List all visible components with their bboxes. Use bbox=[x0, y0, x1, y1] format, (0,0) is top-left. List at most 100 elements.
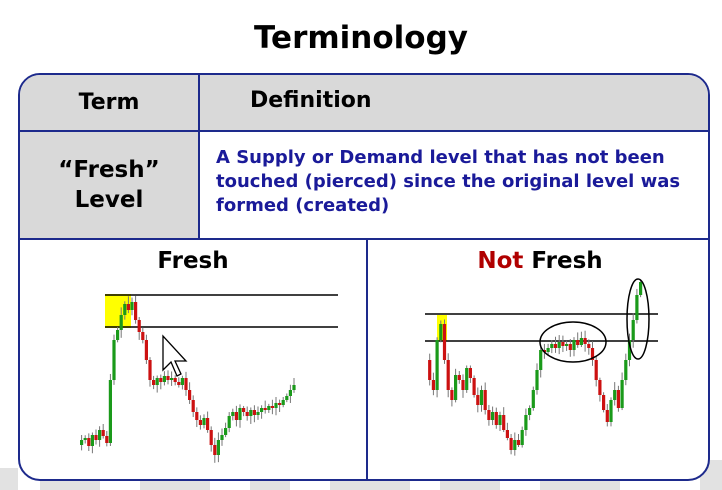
candle-body bbox=[123, 304, 127, 315]
candle-body bbox=[105, 436, 109, 443]
candle-body bbox=[281, 400, 285, 405]
candle-body bbox=[148, 360, 152, 380]
candle-body bbox=[213, 445, 217, 455]
candle-body bbox=[260, 408, 264, 412]
candle-body bbox=[465, 368, 469, 390]
candle-body bbox=[639, 282, 643, 295]
candle-body bbox=[252, 410, 256, 415]
candle-body bbox=[439, 324, 443, 340]
header-term: Term bbox=[20, 75, 200, 130]
candle-body bbox=[587, 344, 591, 348]
candle-body bbox=[108, 380, 112, 443]
candle-body bbox=[502, 415, 506, 430]
candle-body bbox=[216, 440, 220, 455]
candle-body bbox=[274, 403, 278, 408]
candle-body bbox=[598, 380, 602, 395]
candle-body bbox=[535, 370, 539, 390]
terminology-table: Term Definition “Fresh” Level A Supply o… bbox=[18, 73, 710, 481]
candle-body bbox=[572, 340, 576, 350]
candle-body bbox=[553, 344, 558, 348]
not-word: Not bbox=[477, 248, 524, 274]
candle-body bbox=[524, 415, 528, 430]
fresh-level-highlight bbox=[105, 294, 131, 328]
candle-body bbox=[491, 412, 495, 420]
cursor-arrow-icon bbox=[162, 334, 188, 377]
row-term-line2: Level bbox=[74, 187, 144, 213]
candle-body bbox=[476, 395, 480, 405]
candle-body bbox=[180, 378, 184, 385]
candle-body bbox=[620, 380, 624, 408]
candle-body bbox=[245, 412, 249, 416]
candle-body bbox=[267, 406, 271, 410]
candle-body bbox=[116, 330, 120, 340]
candle-body bbox=[170, 378, 174, 380]
candle-body bbox=[137, 320, 141, 332]
candle-body bbox=[238, 408, 242, 420]
candle-body bbox=[579, 338, 583, 345]
candle-body bbox=[166, 376, 170, 380]
candle-body bbox=[119, 315, 123, 330]
table-row: “Fresh” Level A Supply or Demand level t… bbox=[20, 132, 708, 240]
candle-body bbox=[627, 340, 632, 360]
row-term-line1: “Fresh” bbox=[58, 157, 160, 183]
candle-body bbox=[624, 360, 628, 380]
candle-body bbox=[152, 380, 156, 385]
candle-body bbox=[234, 412, 238, 420]
candle-body bbox=[155, 378, 159, 385]
candle-body bbox=[513, 440, 517, 450]
candle-body bbox=[616, 390, 620, 408]
candle-body bbox=[206, 418, 210, 430]
candle-body bbox=[90, 435, 94, 446]
candle-body bbox=[220, 435, 224, 440]
candle-body bbox=[209, 430, 213, 445]
candle-body bbox=[594, 360, 598, 380]
candle-body bbox=[609, 400, 613, 422]
candle-body bbox=[435, 340, 439, 390]
candle-body bbox=[565, 344, 569, 346]
candle-body bbox=[159, 378, 163, 382]
candle-body bbox=[613, 390, 617, 400]
candle-body bbox=[531, 390, 535, 408]
candle-body bbox=[468, 368, 472, 378]
candle-body bbox=[498, 415, 502, 425]
candle-body bbox=[242, 408, 246, 412]
candle-body bbox=[520, 430, 524, 445]
table-header: Term Definition bbox=[20, 75, 708, 132]
fresh-candlestick-chart bbox=[80, 294, 338, 463]
candle-body bbox=[188, 390, 192, 400]
candle-body bbox=[270, 406, 274, 408]
candle-body bbox=[184, 378, 188, 390]
candle-body bbox=[583, 338, 587, 344]
candle-body bbox=[177, 382, 181, 385]
candle-body bbox=[126, 304, 130, 310]
candle-body bbox=[87, 438, 91, 446]
candle-body bbox=[550, 344, 554, 348]
candle-body bbox=[454, 375, 458, 400]
fresh-panel-title: Fresh bbox=[157, 248, 229, 274]
candle-body bbox=[505, 430, 509, 438]
candle-body bbox=[450, 390, 454, 400]
not-fresh-candlestick-chart bbox=[425, 278, 658, 456]
candle-body bbox=[546, 348, 550, 352]
candle-body bbox=[195, 412, 199, 420]
candle-body bbox=[528, 408, 532, 415]
candle-body bbox=[561, 342, 565, 346]
candle-body bbox=[457, 375, 461, 380]
candle-body bbox=[635, 295, 639, 320]
candle-body bbox=[162, 376, 166, 382]
candle-body bbox=[227, 416, 231, 428]
candle-body bbox=[479, 390, 484, 405]
candle-body bbox=[292, 385, 296, 390]
row-term-cell: “Fresh” Level bbox=[20, 132, 200, 238]
candle-body bbox=[134, 302, 138, 320]
candle-body bbox=[263, 408, 267, 410]
candle-body bbox=[602, 395, 606, 410]
candle-body bbox=[590, 348, 595, 360]
candle-body bbox=[442, 324, 447, 360]
candle-body bbox=[461, 380, 465, 390]
candle-body bbox=[249, 410, 253, 416]
candle-body bbox=[112, 340, 116, 380]
not-fresh-panel-title: Not Fresh bbox=[368, 248, 708, 274]
slide-title: Terminology bbox=[254, 20, 468, 56]
candle-body bbox=[83, 438, 87, 440]
